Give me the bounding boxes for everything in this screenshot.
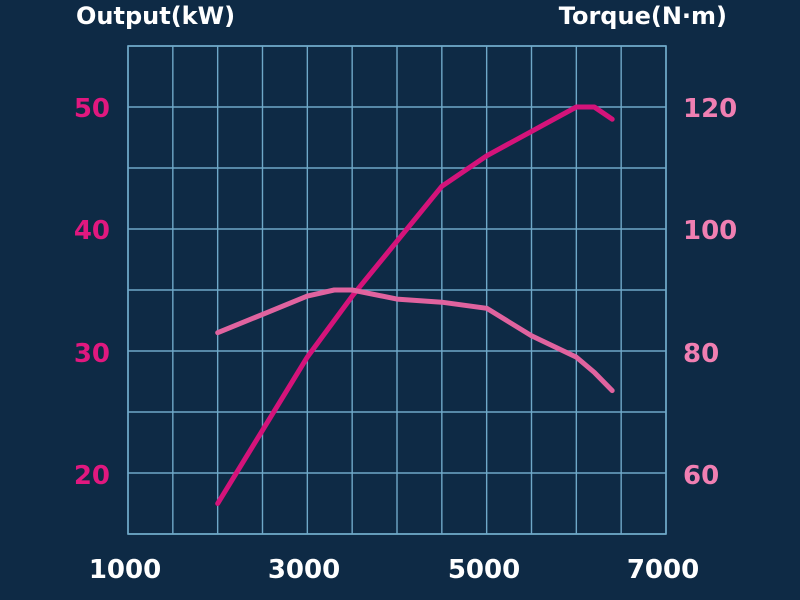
x-tick-label: 5000 [448,555,520,585]
y-right-tick-label: 60 [683,461,719,491]
x-tick-label: 1000 [89,555,161,585]
y-right-tick-label: 120 [683,94,737,124]
y-left-tick-label: 50 [74,94,110,124]
x-tick-label: 3000 [268,555,340,585]
y-right-tick-label: 80 [683,339,719,369]
plot-frame [127,45,667,535]
series-lines [215,104,615,506]
x-tick-label: 7000 [627,555,699,585]
y-left-tick-label: 20 [74,461,110,491]
y-right-tick-label: 100 [683,216,737,246]
y-left-tick-label: 40 [74,216,110,246]
y-right-ticks: 120 100 80 60 [683,94,737,491]
y-left-tick-label: 30 [74,339,110,369]
y-left-axis-title: Output(kW) [76,2,235,30]
torque-series-line [215,287,615,394]
x-ticks: 1000 3000 5000 7000 [89,555,699,585]
grid-lines [127,45,667,535]
output-series-line [215,104,615,506]
y-left-ticks: 50 40 30 20 [74,94,110,491]
y-right-axis-title: Torque(N·m) [559,2,727,30]
